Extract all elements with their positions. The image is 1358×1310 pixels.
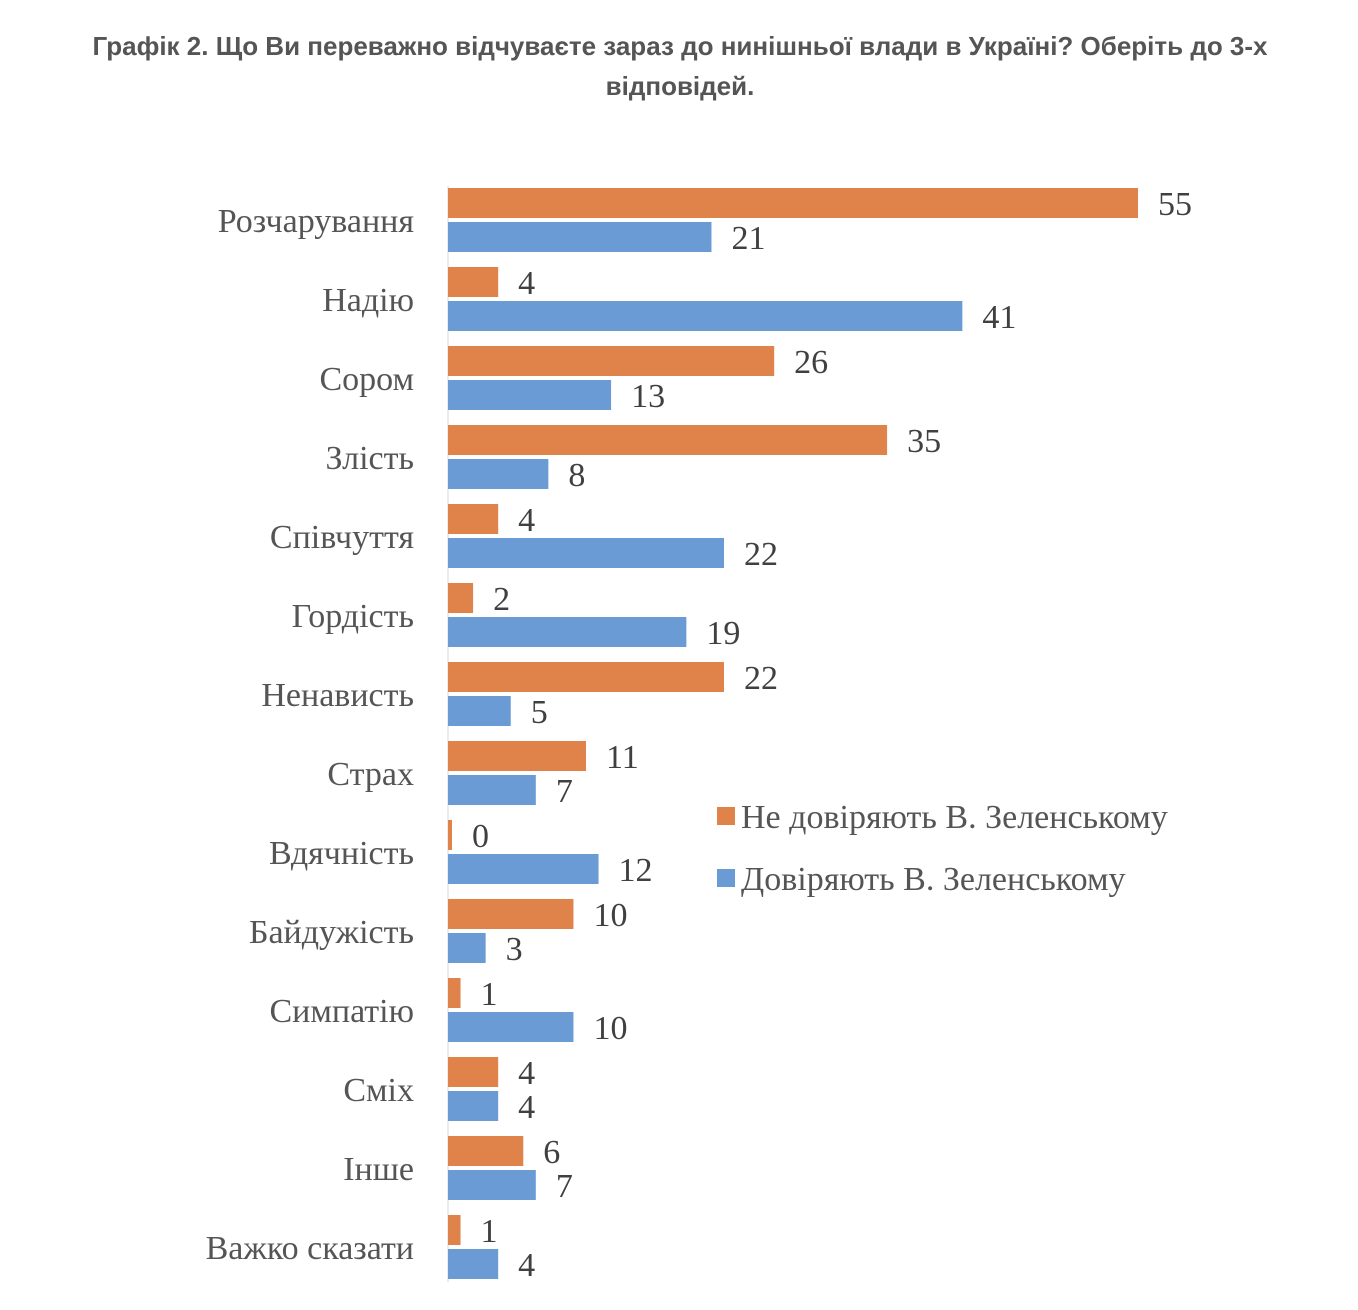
data-label: 11 [606,739,639,776]
chart-title: Графік 2. Що Ви переважно відчуваєте зар… [92,31,1268,101]
bar [448,425,888,455]
bar [448,899,574,929]
bar [448,978,461,1008]
legend-swatch [717,807,735,825]
data-label: 13 [631,378,665,415]
category-label: Страх [327,756,414,793]
bar [448,538,724,568]
category-label: Співчуття [270,519,414,556]
bar [448,346,775,376]
data-label: 1 [481,976,498,1013]
bar [448,775,536,805]
bar [448,741,586,771]
bar [448,933,486,963]
category-label: Надію [322,282,414,319]
legend-label: Не довіряють В. Зеленському [741,799,1168,836]
category-label: Злість [326,440,414,477]
data-label: 4 [518,502,535,539]
data-label: 5 [531,694,548,731]
category-label: Байдужість [249,914,414,951]
data-label: 35 [907,423,941,460]
category-label: Розчарування [218,203,415,240]
category-label: Вдячність [269,835,414,872]
bar [448,301,963,331]
data-label: 10 [593,897,627,934]
bar [448,380,612,410]
bar [448,459,549,489]
data-label: 8 [568,457,585,494]
data-label: 21 [731,220,765,257]
legend-label: Довіряють В. Зеленському [741,861,1125,898]
bar [448,267,499,297]
data-label: 55 [1158,186,1192,223]
data-label: 22 [744,660,778,697]
category-label: Інше [343,1151,414,1188]
data-label: 6 [543,1134,560,1171]
bar [448,1136,524,1166]
data-label: 1 [481,1213,498,1250]
category-label: Сміх [343,1072,414,1109]
data-label: 7 [556,773,573,810]
category-label: Важко сказати [206,1230,414,1267]
data-label: 22 [744,536,778,573]
bar [448,504,499,534]
data-label: 12 [619,852,653,889]
bar [448,617,687,647]
bar [448,662,724,692]
bar [448,854,599,884]
bar [448,1091,499,1121]
data-label: 7 [556,1168,573,1205]
category-label: Гордість [292,598,414,635]
bar [448,1012,574,1042]
bar [448,1215,461,1245]
bar [448,1057,499,1087]
bar [448,188,1138,218]
data-label: 4 [518,1247,535,1284]
data-label: 2 [493,581,510,618]
data-label: 10 [593,1010,627,1047]
data-label: 4 [518,265,535,302]
data-label: 41 [982,299,1016,336]
bar [448,1170,536,1200]
data-label: 4 [518,1089,535,1126]
legend-swatch [717,869,735,887]
data-label: 4 [518,1055,535,1092]
category-label: Сором [319,361,414,398]
category-label: Ненависть [261,677,414,714]
bar [448,583,474,613]
data-label: 19 [706,615,740,652]
bar [448,696,511,726]
bar [448,820,452,850]
bar [448,1249,499,1279]
category-label: Симпатію [270,993,415,1030]
bar [448,222,712,252]
legend: Не довіряють В. Зеленському Довіряють В. … [717,799,1168,898]
data-label: 26 [794,344,828,381]
data-label: 0 [472,818,489,855]
data-label: 3 [506,931,523,968]
